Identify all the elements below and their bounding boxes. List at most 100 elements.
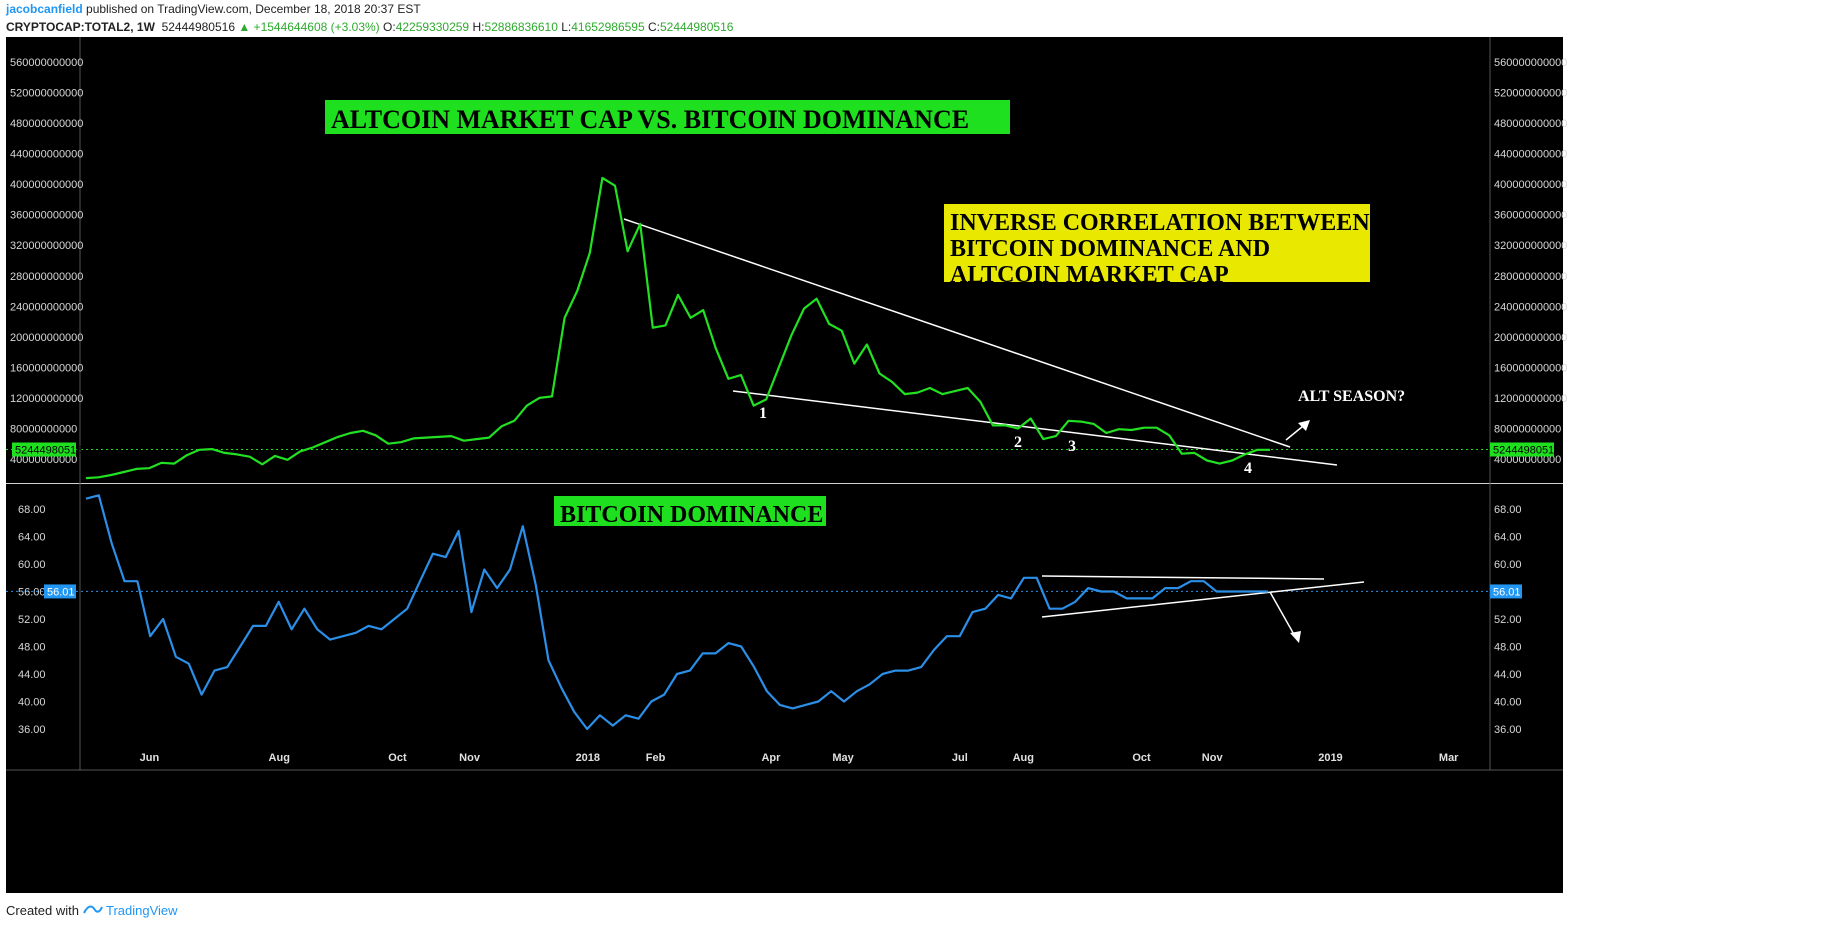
created-with-label: Created with	[6, 903, 79, 918]
x-tick-label: Feb	[646, 752, 666, 764]
altcoin-title-text: ALTCOIN MARKET CAP VS. BITCOIN DOMINANCE	[331, 105, 969, 134]
y-tick-left-dom: 48.00	[18, 642, 46, 654]
price-change: ▲ +1544644608 (+3.03%)	[238, 20, 380, 34]
y-tick-left-alt: 320000000000	[10, 240, 83, 252]
y-tick-right-dom: 36.00	[1494, 724, 1522, 736]
y-tick-left-dom: 68.00	[18, 504, 46, 516]
x-tick-label: 2019	[1318, 752, 1342, 764]
y-tick-right-dom: 44.00	[1494, 669, 1522, 681]
y-tick-right-alt: 440000000000	[1494, 149, 1567, 161]
chart-area[interactable]: 560000000000 560000000000 520000000000 5200…	[0, 0, 1828, 900]
low-value: 41652986595	[571, 20, 645, 34]
x-tick-label: May	[832, 752, 854, 764]
breakout-arrow-head	[1298, 420, 1310, 431]
y-tick-right-alt: 160000000000	[1494, 362, 1567, 374]
x-tick-label: Oct	[388, 752, 407, 764]
inverse-correlation-text: ALTCOIN MARKET CAP	[950, 262, 1229, 288]
x-tick-label: Nov	[459, 752, 481, 764]
y-tick-left-alt: 280000000000	[10, 271, 83, 283]
inverse-correlation-text: BITCOIN DOMINANCE AND	[950, 236, 1270, 262]
inverse-correlation-text: INVERSE CORRELATION BETWEEN	[950, 210, 1370, 236]
y-tick-right-alt: 480000000000	[1494, 118, 1567, 130]
y-tick-left-dom: 44.00	[18, 669, 46, 681]
y-tick-right-alt: 80000000000	[1494, 423, 1561, 435]
altcoin-title-box	[325, 100, 1010, 134]
open-label: O:	[383, 20, 396, 34]
breakdown-arrow-head	[1290, 631, 1301, 643]
y-tick-left-alt: 360000000000	[10, 210, 83, 222]
publish-info: jacobcanfield published on TradingView.c…	[6, 2, 421, 16]
touch-label-2: 2	[1014, 434, 1022, 451]
y-tick-left-dom: 60.00	[18, 559, 46, 571]
symbol-name: CRYPTOCAP:TOTAL2, 1W	[6, 20, 155, 34]
plot-background	[6, 37, 1563, 770]
close-value: 52444980516	[660, 20, 734, 34]
y-tick-right-alt: 280000000000	[1494, 271, 1567, 283]
touch-label-4: 4	[1244, 460, 1252, 477]
publish-date: published on TradingView.com, December 1…	[86, 2, 421, 16]
y-tick-left-alt: 560000000000	[10, 57, 83, 69]
y-tick-right-alt: 320000000000	[1494, 240, 1567, 252]
footer: Created with TradingView	[6, 903, 178, 918]
close-label: C:	[648, 20, 660, 34]
y-tick-right-dom: 48.00	[1494, 642, 1522, 654]
inverse-correlation-box	[944, 204, 1370, 282]
y-tick-left-alt: 200000000000	[10, 332, 83, 344]
y-tick-left-alt: 240000000000	[10, 301, 83, 313]
y-tick-left-alt: 400000000000	[10, 179, 83, 191]
y-tick-right-alt: 400000000000	[1494, 179, 1567, 191]
y-tick-left-dom: 64.00	[18, 532, 46, 544]
alt-season-label: ALT SEASON?	[1298, 388, 1405, 405]
x-tick-label: Aug	[269, 752, 290, 764]
dominance-rising-support-line	[1041, 581, 1365, 618]
y-tick-right-dom: 60.00	[1494, 559, 1522, 571]
y-tick-left-alt: 40000000000	[10, 454, 77, 466]
last-price-tag-left-text: 52444980516	[15, 445, 82, 457]
dominance-tag-left-bg	[44, 584, 76, 599]
x-tick-label: Aug	[1013, 752, 1034, 764]
last-price: 52444980516	[161, 20, 235, 34]
dominance-tag-left-text: 56.01	[47, 586, 75, 598]
x-tick-label: Jul	[952, 752, 968, 764]
tradingview-brand[interactable]: TradingView	[106, 903, 178, 918]
y-tick-left-dom: 36.00	[18, 724, 46, 736]
dominance-tag-right-text: 56.01	[1493, 586, 1521, 598]
x-tick-label: Jun	[140, 752, 160, 764]
y-tick-left-dom: 40.00	[18, 697, 46, 709]
dominance-tag-right-bg	[1490, 584, 1522, 599]
y-tick-left-alt: 440000000000	[10, 149, 83, 161]
y-tick-right-dom: 52.00	[1494, 614, 1522, 626]
x-tick-label: 2018	[576, 752, 600, 764]
y-tick-left-alt: 120000000000	[10, 393, 83, 405]
author-link[interactable]: jacobcanfield	[6, 2, 83, 16]
altcoin-market-cap-line	[85, 176, 1270, 480]
symbol-info: CRYPTOCAP:TOTAL2, 1W 52444980516 ▲ +1544…	[6, 20, 733, 34]
last-price-tag-left-bg	[12, 442, 76, 457]
y-tick-left-dom: 52.00	[18, 614, 46, 626]
last-price-tag-right-bg	[1490, 442, 1554, 457]
y-tick-right-alt: 120000000000	[1494, 393, 1567, 405]
x-tick-label: Mar	[1439, 752, 1459, 764]
falling-wedge-lower-line	[732, 390, 1338, 466]
y-tick-left-dom: 56.00	[18, 587, 46, 599]
tradingview-logo-icon	[82, 903, 106, 918]
x-tick-label: Nov	[1202, 752, 1224, 764]
y-tick-right-dom: 68.00	[1494, 504, 1522, 516]
y-tick-right-alt: 200000000000	[1494, 332, 1567, 344]
y-tick-right-alt: 360000000000	[1494, 210, 1567, 222]
high-value: 52886836610	[484, 20, 558, 34]
x-tick-label: Oct	[1132, 752, 1151, 764]
low-label: L:	[561, 20, 572, 34]
y-tick-right-alt: 40000000000	[1494, 454, 1561, 466]
touch-label-1: 1	[759, 405, 767, 422]
y-tick-left-alt: 480000000000	[10, 118, 83, 130]
y-tick-left-alt: 80000000000	[10, 423, 77, 435]
y-tick-right-alt: 520000000000	[1494, 88, 1567, 100]
last-price-tag-right-text: 52444980516	[1493, 445, 1560, 457]
dominance-title-box	[554, 496, 826, 526]
y-tick-right-alt: 240000000000	[1494, 301, 1567, 313]
dominance-title-text: BITCOIN DOMINANCE	[560, 502, 823, 528]
breakdown-arrow-shaft	[1269, 591, 1297, 639]
y-tick-right-dom: 40.00	[1494, 697, 1522, 709]
y-tick-left-alt: 520000000000	[10, 88, 83, 100]
